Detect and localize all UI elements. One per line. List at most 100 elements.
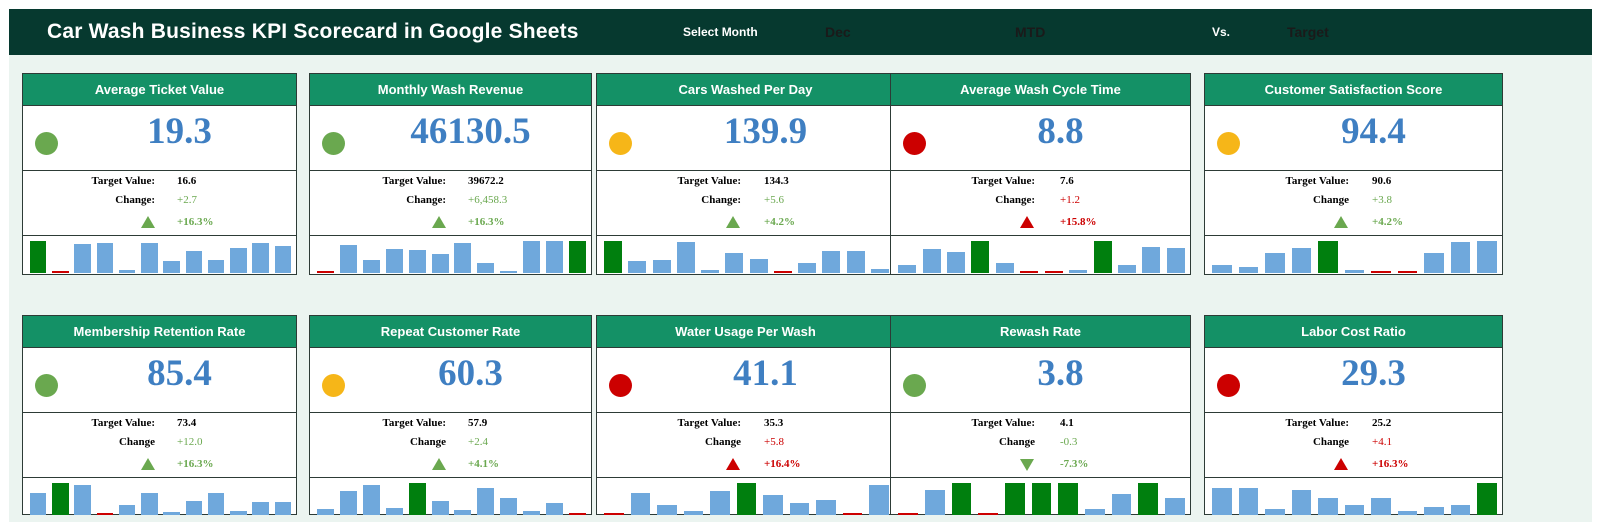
kpi-value: 8.8 bbox=[1037, 111, 1084, 152]
kpi-title: Customer Satisfaction Score bbox=[1205, 74, 1502, 106]
kpi-value: 41.1 bbox=[733, 353, 798, 394]
kpi-value: 94.4 bbox=[1341, 111, 1406, 152]
sparkline-bar bbox=[362, 485, 380, 515]
kpi-card: Labor Cost Ratio 29.3 Target Value: 25.2 Cha… bbox=[1204, 315, 1503, 515]
period-select[interactable]: MTD bbox=[1015, 24, 1046, 40]
change-percent: +16.4% bbox=[764, 458, 801, 470]
sparkline-bar bbox=[1424, 506, 1444, 515]
target-label: Target Value: bbox=[382, 417, 446, 429]
kpi-value: 46130.5 bbox=[410, 111, 531, 152]
status-dot-icon bbox=[903, 132, 926, 155]
kpi-value-area: 94.4 bbox=[1205, 106, 1502, 171]
sparkline-bar bbox=[1318, 498, 1338, 515]
kpi-stats: Target Value: 134.3 Change: +5.6 +4.2% bbox=[597, 171, 894, 236]
sparkline-bar bbox=[274, 502, 292, 515]
sparkline-bar bbox=[1450, 504, 1471, 515]
target-value: 25.2 bbox=[1372, 417, 1392, 429]
sparkline-bar bbox=[1476, 240, 1497, 273]
status-dot-icon bbox=[35, 132, 58, 155]
sparkline-bar bbox=[477, 263, 495, 273]
sparkline-bar bbox=[52, 271, 69, 273]
sparkline-bar bbox=[163, 260, 180, 273]
kpi-card: Rewash Rate 3.8 Target Value: 4.1 Change -0.3… bbox=[890, 315, 1191, 515]
sparkline-bar bbox=[628, 261, 647, 273]
kpi-title: Membership Retention Rate bbox=[23, 316, 296, 348]
sparkline-bar bbox=[749, 258, 768, 273]
sparkline-bar bbox=[1069, 269, 1088, 273]
sparkline-bar bbox=[74, 485, 91, 515]
sparkline-bar bbox=[52, 482, 69, 515]
sparkline-bar bbox=[870, 268, 889, 273]
sparkline-bar bbox=[252, 243, 269, 273]
arrow-up-icon bbox=[1020, 216, 1034, 228]
sparkline-bar bbox=[1291, 247, 1312, 273]
sparkline-bar bbox=[1291, 489, 1312, 515]
target-label: Target Value: bbox=[382, 175, 446, 187]
target-label: Target Value: bbox=[677, 175, 741, 187]
change-value: +6,458.3 bbox=[468, 194, 508, 206]
sparkline-bar bbox=[676, 242, 695, 273]
status-dot-icon bbox=[1217, 374, 1240, 397]
sparkline-bar bbox=[500, 498, 518, 515]
change-percent: +16.3% bbox=[177, 216, 214, 228]
sparkline-bar bbox=[362, 259, 380, 273]
change-value: +1.2 bbox=[1060, 194, 1080, 206]
sparkline-bar bbox=[822, 250, 841, 273]
kpi-value-area: 46130.5 bbox=[310, 106, 591, 171]
arrow-up-icon bbox=[1334, 458, 1348, 470]
sparkline-bar bbox=[477, 488, 495, 515]
sparkline-bar bbox=[454, 243, 472, 273]
sparkline-bar bbox=[1424, 253, 1444, 273]
change-label: Change bbox=[998, 436, 1035, 448]
sparkline-bar bbox=[1164, 498, 1185, 515]
arrow-up-icon bbox=[432, 458, 446, 470]
sparkline-bar bbox=[230, 247, 247, 273]
dashboard: Car Wash Business KPI Scorecard in Googl… bbox=[9, 9, 1592, 522]
change-percent: +4.2% bbox=[764, 216, 796, 228]
sparkline-bar bbox=[951, 482, 972, 515]
sparkline-bar bbox=[96, 513, 114, 515]
sparkline-bar bbox=[736, 482, 757, 515]
sparkline-bar bbox=[500, 271, 518, 273]
sparkline-bar bbox=[1117, 264, 1136, 273]
kpi-title: Monthly Wash Revenue bbox=[310, 74, 591, 106]
sparkline-bar bbox=[898, 264, 917, 273]
sparkline-bar bbox=[1476, 482, 1497, 515]
kpi-value-area: 3.8 bbox=[891, 348, 1190, 413]
sparkline-bar bbox=[207, 260, 225, 273]
sparkline-bar bbox=[842, 513, 863, 515]
target-value: 90.6 bbox=[1372, 175, 1392, 187]
vs-label: Vs. bbox=[1212, 25, 1231, 39]
sparkline-bar bbox=[523, 510, 541, 515]
sparkline-bar bbox=[385, 248, 403, 273]
kpi-title: Rewash Rate bbox=[891, 316, 1190, 348]
arrow-up-icon bbox=[1334, 216, 1348, 228]
kpi-title: Cars Washed Per Day bbox=[597, 74, 894, 106]
sparkline-chart bbox=[23, 236, 296, 274]
sparkline-bar bbox=[1020, 271, 1039, 273]
sparkline-chart bbox=[891, 478, 1190, 516]
kpi-card: Customer Satisfaction Score 94.4 Target Va… bbox=[1204, 73, 1503, 275]
header-bar: Car Wash Business KPI Scorecard in Googl… bbox=[9, 9, 1592, 55]
sparkline-bar bbox=[1397, 271, 1418, 273]
sparkline-bar bbox=[971, 240, 990, 273]
status-dot-icon bbox=[322, 132, 345, 155]
sparkline-bar bbox=[316, 271, 334, 273]
sparkline-bar bbox=[1093, 240, 1112, 273]
sparkline-bar bbox=[431, 501, 449, 515]
sparkline-bar bbox=[922, 248, 941, 273]
sparkline-bar bbox=[96, 243, 114, 273]
sparkline-bar bbox=[74, 244, 91, 273]
target-value: 16.6 bbox=[177, 175, 197, 187]
sparkline-bar bbox=[185, 250, 203, 273]
status-dot-icon bbox=[903, 374, 926, 397]
month-select[interactable]: Dec bbox=[825, 24, 851, 40]
sparkline-bar bbox=[1142, 246, 1161, 273]
sparkline-bar bbox=[523, 240, 541, 273]
change-value: +3.8 bbox=[1372, 194, 1392, 206]
kpi-value: 139.9 bbox=[723, 111, 808, 152]
compare-select[interactable]: Target bbox=[1287, 24, 1329, 40]
target-value: 35.3 bbox=[764, 417, 784, 429]
sparkline-chart bbox=[597, 478, 894, 516]
change-label: Change: bbox=[406, 194, 446, 206]
